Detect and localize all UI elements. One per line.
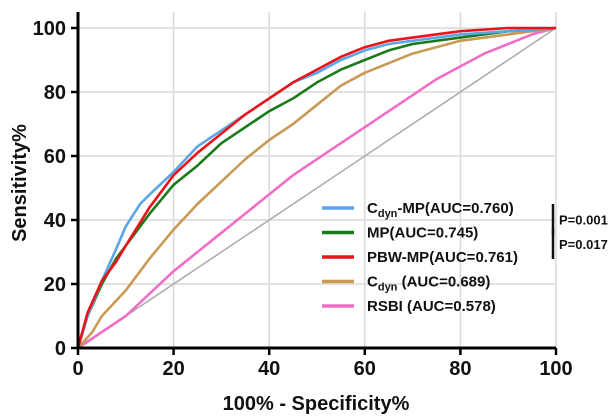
y-tick-label-80: 80 (44, 82, 66, 104)
p-value-label-1: P=0.001 (559, 212, 608, 227)
y-tick-label-60: 60 (44, 146, 66, 168)
y-tick-labels: 0 20 40 60 80 100 (33, 18, 66, 360)
legend-label-3: PBW-MP(AUC=0.761) (367, 249, 518, 266)
legend-label-1: Cdyn-MP(AUC=0.760) (367, 200, 514, 220)
x-tick-label-60: 60 (354, 358, 376, 380)
reference-diagonal-line (77, 27, 557, 349)
p-value-annotations: P=0.001 P=0.017 (551, 204, 608, 259)
x-tick-label-80: 80 (449, 358, 471, 380)
x-tick-label-0: 0 (72, 358, 83, 380)
series-line-2 (76, 26, 557, 349)
series-layer (76, 26, 557, 350)
x-tick-label-100: 100 (539, 358, 572, 380)
legend-label-5: RSBI (AUC=0.578) (367, 298, 496, 315)
y-tick-label-0: 0 (55, 338, 66, 360)
legend-label-2: MP(AUC=0.745) (367, 225, 478, 242)
x-tick-label-40: 40 (258, 358, 280, 380)
x-axis-label: 100% - Specificity% (223, 393, 410, 415)
legend: Cdyn-MP(AUC=0.760) MP(AUC=0.745) PBW-MP(AU… (322, 200, 518, 315)
series-line-4 (77, 26, 557, 349)
p-value-label-2: P=0.017 (559, 237, 608, 252)
y-tick-label-100: 100 (33, 18, 66, 40)
y-axis-label: Sensitivity% (9, 124, 31, 242)
series-line-3 (76, 26, 556, 349)
grid (78, 12, 557, 348)
y-tick-label-40: 40 (44, 210, 66, 232)
axes (71, 12, 558, 355)
x-tick-label-20: 20 (162, 358, 184, 380)
series-line-5 (77, 26, 557, 350)
x-tick-labels: 0 20 40 60 80 100 (72, 358, 572, 380)
legend-label-4: Cdyn (AUC=0.689) (367, 274, 490, 294)
y-tick-label-20: 20 (44, 274, 66, 296)
